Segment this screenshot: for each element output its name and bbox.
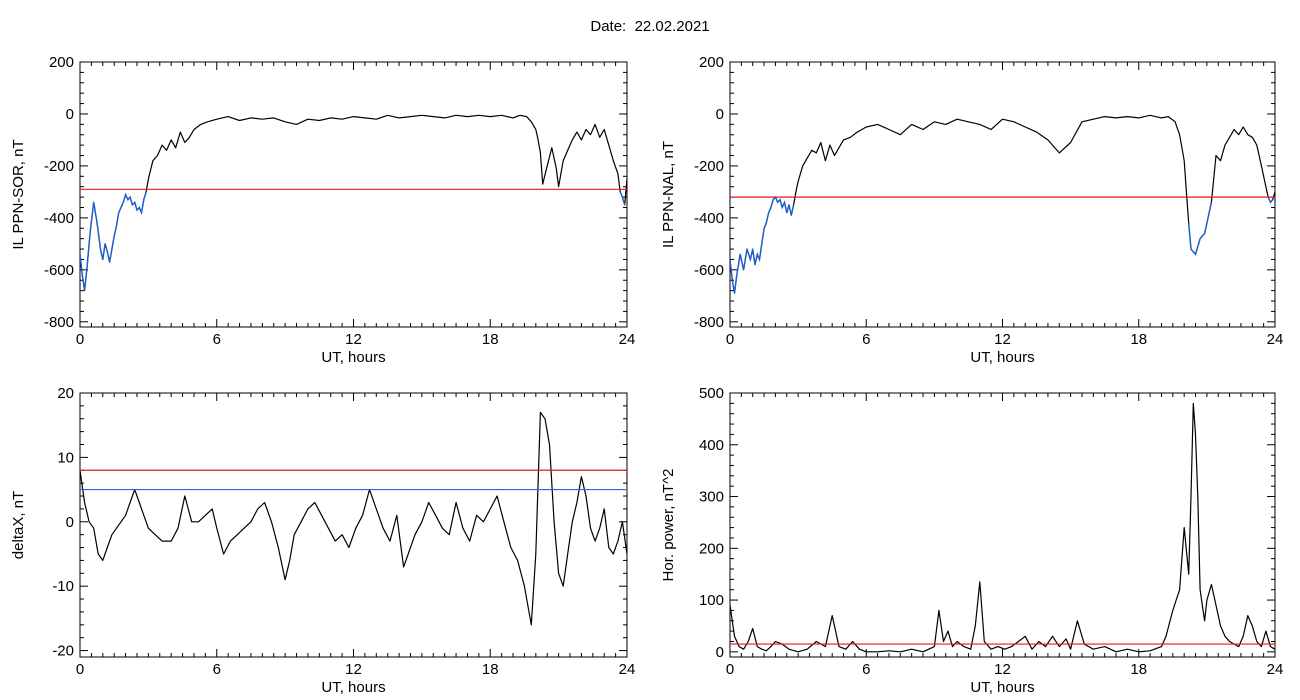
page-title: Date: 22.02.2021 — [0, 18, 1300, 35]
y-tick-label: -800 — [694, 314, 724, 331]
x-tick-label: 6 — [213, 661, 221, 678]
series-line-1 — [80, 114, 627, 292]
series-below-threshold — [1188, 202, 1213, 256]
y-tick-label: -400 — [44, 210, 74, 227]
y-axis-label: IL PPN-NAL, nT — [660, 141, 677, 248]
x-axis-label: UT, hours — [321, 349, 385, 366]
plot-data-area — [730, 114, 1275, 294]
date-value: 22.02.2021 — [634, 18, 710, 35]
plot-frame — [79, 392, 628, 658]
series-below-threshold — [730, 195, 795, 294]
y-tick-label: 200 — [699, 54, 724, 71]
x-tick-label: 24 — [619, 661, 636, 678]
y-axis-label: deltaX, nT — [10, 491, 27, 559]
x-tick-label: 6 — [862, 331, 870, 348]
y-tick-label: -800 — [44, 314, 74, 331]
y-axis-label: IL PPN-SOR, nT — [10, 139, 27, 249]
x-tick-label: 12 — [345, 661, 362, 678]
plot-panel-1: 0 6 12 18 24 200 0 -200 -400 -600 -800 UT, hours IL … — [10, 54, 635, 366]
plot-frame — [729, 61, 1276, 328]
x-tick-label: 0 — [76, 331, 84, 348]
plot-data-area — [730, 402, 1275, 653]
y-tick-label: -10 — [52, 578, 74, 595]
x-tick-label: 18 — [1130, 661, 1147, 678]
x-tick-label: 24 — [1267, 661, 1284, 678]
series-line-1 — [730, 402, 1275, 653]
y-tick-label: 0 — [716, 644, 724, 661]
y-tick-label: -400 — [694, 210, 724, 227]
x-tick-label: 12 — [994, 661, 1011, 678]
series-line-1 — [80, 411, 627, 626]
series-below-threshold — [80, 191, 147, 291]
plot-data-area — [80, 114, 627, 292]
plot-data-area — [80, 411, 627, 626]
x-tick-label: 6 — [862, 661, 870, 678]
x-tick-label: 0 — [726, 661, 734, 678]
series-below-threshold — [1267, 196, 1274, 204]
series-below-threshold — [619, 191, 626, 206]
x-tick-label: 24 — [619, 331, 636, 348]
x-axis-label: UT, hours — [321, 679, 385, 696]
series-line-1 — [730, 114, 1275, 294]
y-tick-label: 0 — [66, 106, 74, 123]
plot-frame — [79, 61, 628, 328]
y-tick-label: 0 — [716, 106, 724, 123]
x-tick-label: 12 — [994, 331, 1011, 348]
x-tick-label: 18 — [482, 661, 499, 678]
y-tick-label: 200 — [699, 540, 724, 557]
x-tick-label: 24 — [1267, 331, 1284, 348]
y-tick-label: 20 — [57, 385, 74, 402]
y-tick-label: 10 — [57, 449, 74, 466]
x-tick-label: 18 — [1130, 331, 1147, 348]
x-axis-label: UT, hours — [970, 349, 1034, 366]
y-tick-label: 400 — [699, 437, 724, 454]
plot-panel-2: 0 6 12 18 24 200 0 -200 -400 -600 -800 UT, hours IL … — [660, 54, 1283, 366]
y-tick-label: -600 — [44, 262, 74, 279]
y-tick-label: -600 — [694, 262, 724, 279]
y-tick-label: 300 — [699, 489, 724, 506]
y-tick-label: 500 — [699, 385, 724, 402]
y-tick-label: 100 — [699, 592, 724, 609]
plot-panel-3: 0 6 12 18 24 20 10 0 -10 -20 UT, hours deltaX, nT — [10, 385, 635, 696]
y-tick-label: -200 — [694, 158, 724, 175]
x-tick-label: 6 — [213, 331, 221, 348]
y-tick-label: 200 — [49, 54, 74, 71]
plot-panel-4: 0 6 12 18 24 500 400 300 200 100 0 UT, hours Hor. po… — [660, 385, 1283, 696]
x-axis-label: UT, hours — [970, 679, 1034, 696]
y-tick-label: -200 — [44, 158, 74, 175]
date-label: Date: — [590, 18, 627, 35]
y-tick-label: 0 — [66, 514, 74, 531]
x-tick-label: 0 — [76, 661, 84, 678]
x-tick-label: 0 — [726, 331, 734, 348]
y-tick-label: -20 — [52, 643, 74, 660]
plot-frame — [729, 392, 1276, 658]
y-axis-label: Hor. power, nT^2 — [660, 469, 677, 582]
x-tick-label: 12 — [345, 331, 362, 348]
x-tick-label: 18 — [482, 331, 499, 348]
